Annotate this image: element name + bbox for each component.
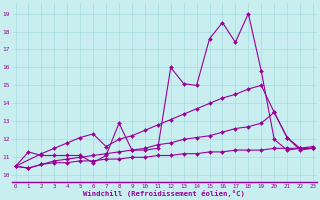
X-axis label: Windchill (Refroidissement éolien,°C): Windchill (Refroidissement éolien,°C) [83, 190, 245, 197]
